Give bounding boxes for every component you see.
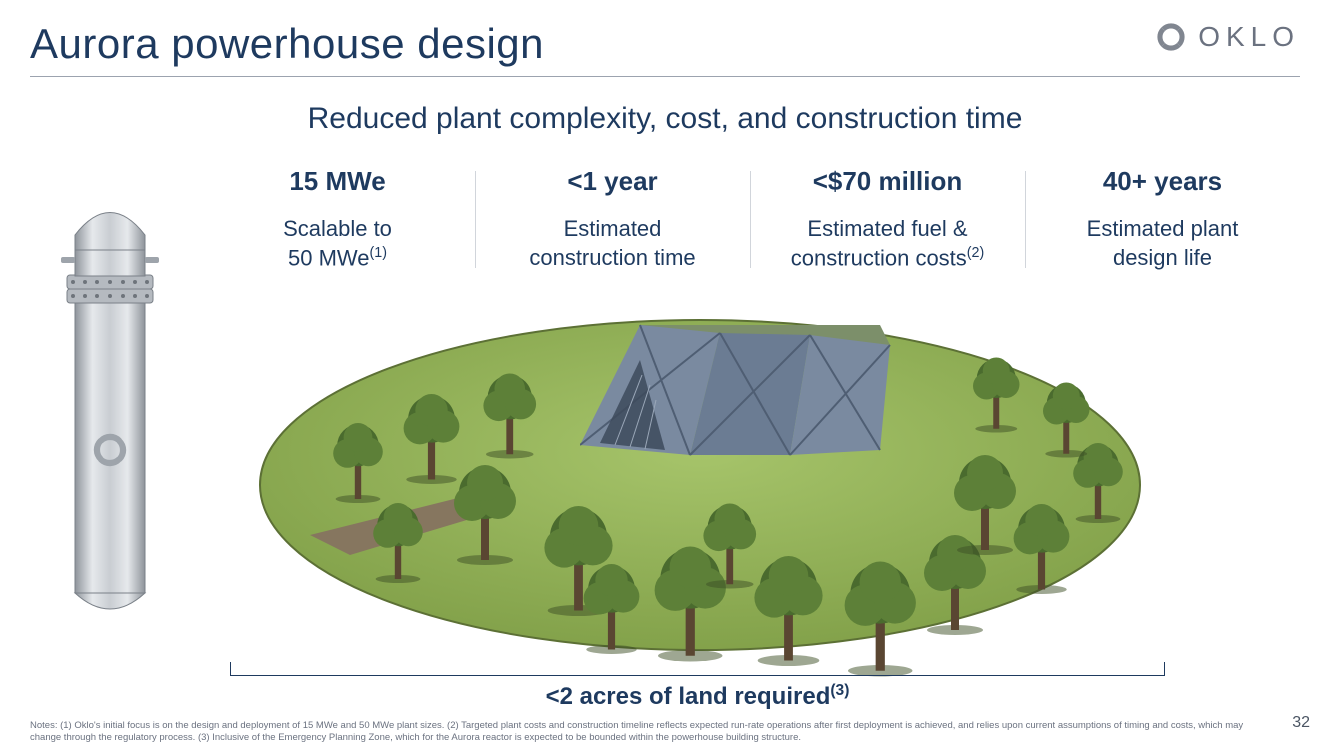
footnotes: Notes: (1) Oklo's initial focus is on th… — [30, 720, 1270, 744]
oklo-logo-icon — [1154, 20, 1188, 54]
brand-logo-text: OKLO — [1198, 21, 1300, 53]
header-divider — [30, 76, 1300, 77]
stat-label: Estimated plantdesign life — [1045, 215, 1280, 272]
tree — [480, 365, 540, 464]
stat-label: Estimated fuel &construction costs(2) — [770, 215, 1005, 273]
stat-value: 40+ years — [1045, 166, 1280, 197]
brand-logo: OKLO — [1154, 20, 1300, 54]
tree — [970, 350, 1023, 438]
stat-2: <$70 million Estimated fuel &construction… — [750, 166, 1025, 273]
stat-value: 15 MWe — [220, 166, 455, 197]
stat-value: <1 year — [495, 166, 730, 197]
tree — [950, 445, 1020, 560]
tree — [750, 545, 827, 671]
reactor-vessel-illustration — [55, 195, 165, 625]
stat-1: <1 year Estimatedconstruction time — [475, 166, 750, 273]
tree — [450, 455, 520, 570]
stat-label: Estimatedconstruction time — [495, 215, 730, 272]
stat-value: <$70 million — [770, 166, 1005, 197]
page-number: 32 — [1292, 714, 1310, 732]
stats-row: 15 MWe Scalable to50 MWe(1) <1 year Estimat… — [0, 166, 1330, 273]
tree — [700, 495, 760, 594]
page-title: Aurora powerhouse design — [30, 20, 544, 68]
stat-3: 40+ years Estimated plantdesign life — [1025, 166, 1300, 273]
tree — [580, 555, 643, 659]
land-callout-text: <2 acres of land required(3) — [230, 682, 1165, 711]
stat-0: 15 MWe Scalable to50 MWe(1) — [200, 166, 475, 273]
powerhouse-building — [580, 315, 900, 465]
site-render — [250, 295, 1150, 655]
tree — [370, 495, 426, 588]
tree — [1040, 375, 1093, 463]
stat-label: Scalable to50 MWe(1) — [220, 215, 455, 273]
subtitle: Reduced plant complexity, cost, and cons… — [0, 102, 1330, 136]
land-callout: <2 acres of land required(3) — [230, 662, 1165, 711]
